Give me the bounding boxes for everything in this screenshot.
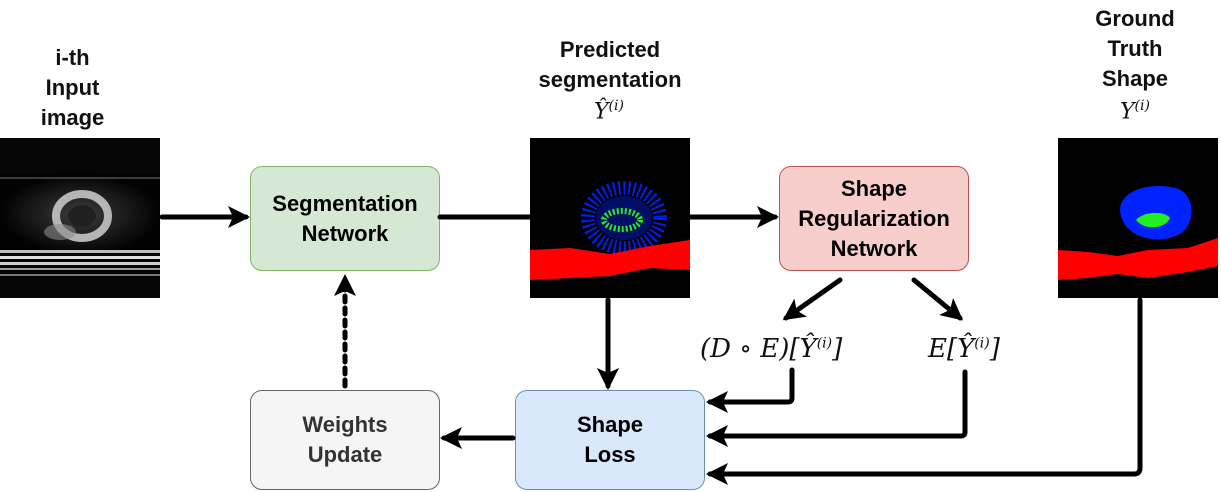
- decoder-encoder-expression: (D ∘ E)[Ŷ(i)]: [700, 334, 842, 364]
- arrow-de-output-to-loss: [706, 367, 795, 413]
- arrow-e-output-to-loss: [706, 369, 968, 447]
- weights-update-box: Weights Update: [250, 390, 440, 490]
- ground-truth-math-label: Y(i): [1120, 98, 1150, 124]
- predicted-segmentation-label: Predicted segmentation: [538, 37, 682, 92]
- decoder-encoder-prefix: (D ∘ E)[: [700, 334, 800, 364]
- ground-truth-shape-image: [1058, 138, 1218, 298]
- y-hat-superscript: (i): [608, 98, 624, 114]
- predicted-math-label: Ŷ(i): [594, 98, 624, 124]
- encoder-suffix: ]: [989, 334, 1000, 364]
- encoder-expression: E[Ŷ(i)]: [928, 334, 1000, 364]
- arrow-regularization-to-de-output: [782, 277, 843, 321]
- y-true-symbol: Y: [1120, 99, 1135, 125]
- arrow-regularization-to-e-output: [911, 277, 964, 321]
- input-image-label: i-th Input image: [40, 45, 105, 130]
- decoder-encoder-suffix: ]: [832, 334, 843, 364]
- segmentation-network-box: Segmentation Network: [250, 166, 440, 271]
- encoder-prefix: E[: [928, 334, 958, 364]
- shape-loss-box: Shape Loss: [515, 390, 705, 490]
- input-ultrasound-image: [0, 138, 160, 298]
- ground-truth-shape-label: Ground Truth Shape: [1095, 6, 1175, 91]
- y-hat-symbol: Ŷ: [594, 99, 609, 125]
- encoder-y-hat: Ŷ: [957, 334, 975, 364]
- arrow-ground-truth-to-loss: [706, 297, 1143, 485]
- predicted-segmentation-image: [530, 138, 690, 298]
- y-true-superscript: (i): [1134, 98, 1150, 114]
- decoder-encoder-y-hat: Ŷ: [799, 334, 817, 364]
- encoder-superscript: (i): [974, 335, 990, 352]
- shape-regularization-network-box: Shape Regularization Network: [779, 166, 969, 271]
- decoder-encoder-superscript: (i): [816, 335, 833, 352]
